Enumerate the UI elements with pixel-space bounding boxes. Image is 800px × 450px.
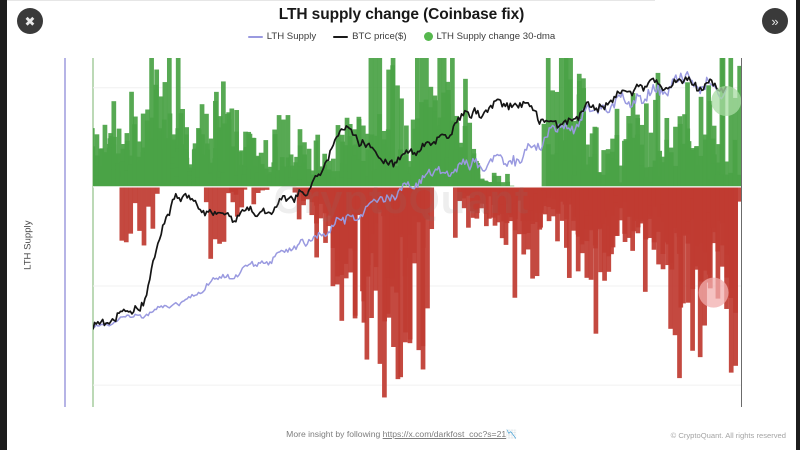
axis-spine-lth-supply	[64, 58, 66, 407]
page-title: LTH supply change (Coinbase fix)	[278, 6, 525, 23]
legend-item-lth-supply[interactable]: LTH Supply	[247, 31, 317, 42]
axis-spine-btc-price	[741, 58, 742, 407]
legend-label: LTH Supply change 30-dma	[436, 31, 556, 42]
axis-spine-lth-change	[92, 58, 94, 407]
y-axis-label-lth-supply: LTH Supply	[22, 220, 34, 270]
chart-plot-area[interactable]	[93, 58, 741, 405]
next-button[interactable]: »	[762, 8, 788, 34]
axis-spine-bottom	[7, 0, 655, 1]
previous-button[interactable]: ✖	[17, 8, 43, 34]
chart-legend: LTH Supply BTC price($) LTH Supply chang…	[7, 31, 796, 42]
footer-insight-emoji: 📉	[506, 429, 517, 439]
legend-label: BTC price($)	[352, 31, 407, 42]
legend-item-btc-price[interactable]: BTC price($)	[333, 31, 407, 42]
legend-dot-marker	[423, 32, 433, 41]
legend-label: LTH Supply	[266, 31, 317, 42]
legend-item-lth-change[interactable]: LTH Supply change 30-dma	[423, 31, 556, 42]
footer-insight-prefix: More insight by following	[286, 429, 383, 439]
chart-svg	[93, 58, 741, 398]
legend-line-marker	[247, 35, 263, 38]
footer-insight-link[interactable]: https://x.com/darkfost_coc?s=21	[382, 429, 507, 439]
footer-copyright: © CryptoQuant. All rights reserved	[670, 431, 786, 440]
footer-insight: More insight by following https://x.com/…	[7, 429, 796, 440]
legend-line-marker	[333, 35, 349, 38]
